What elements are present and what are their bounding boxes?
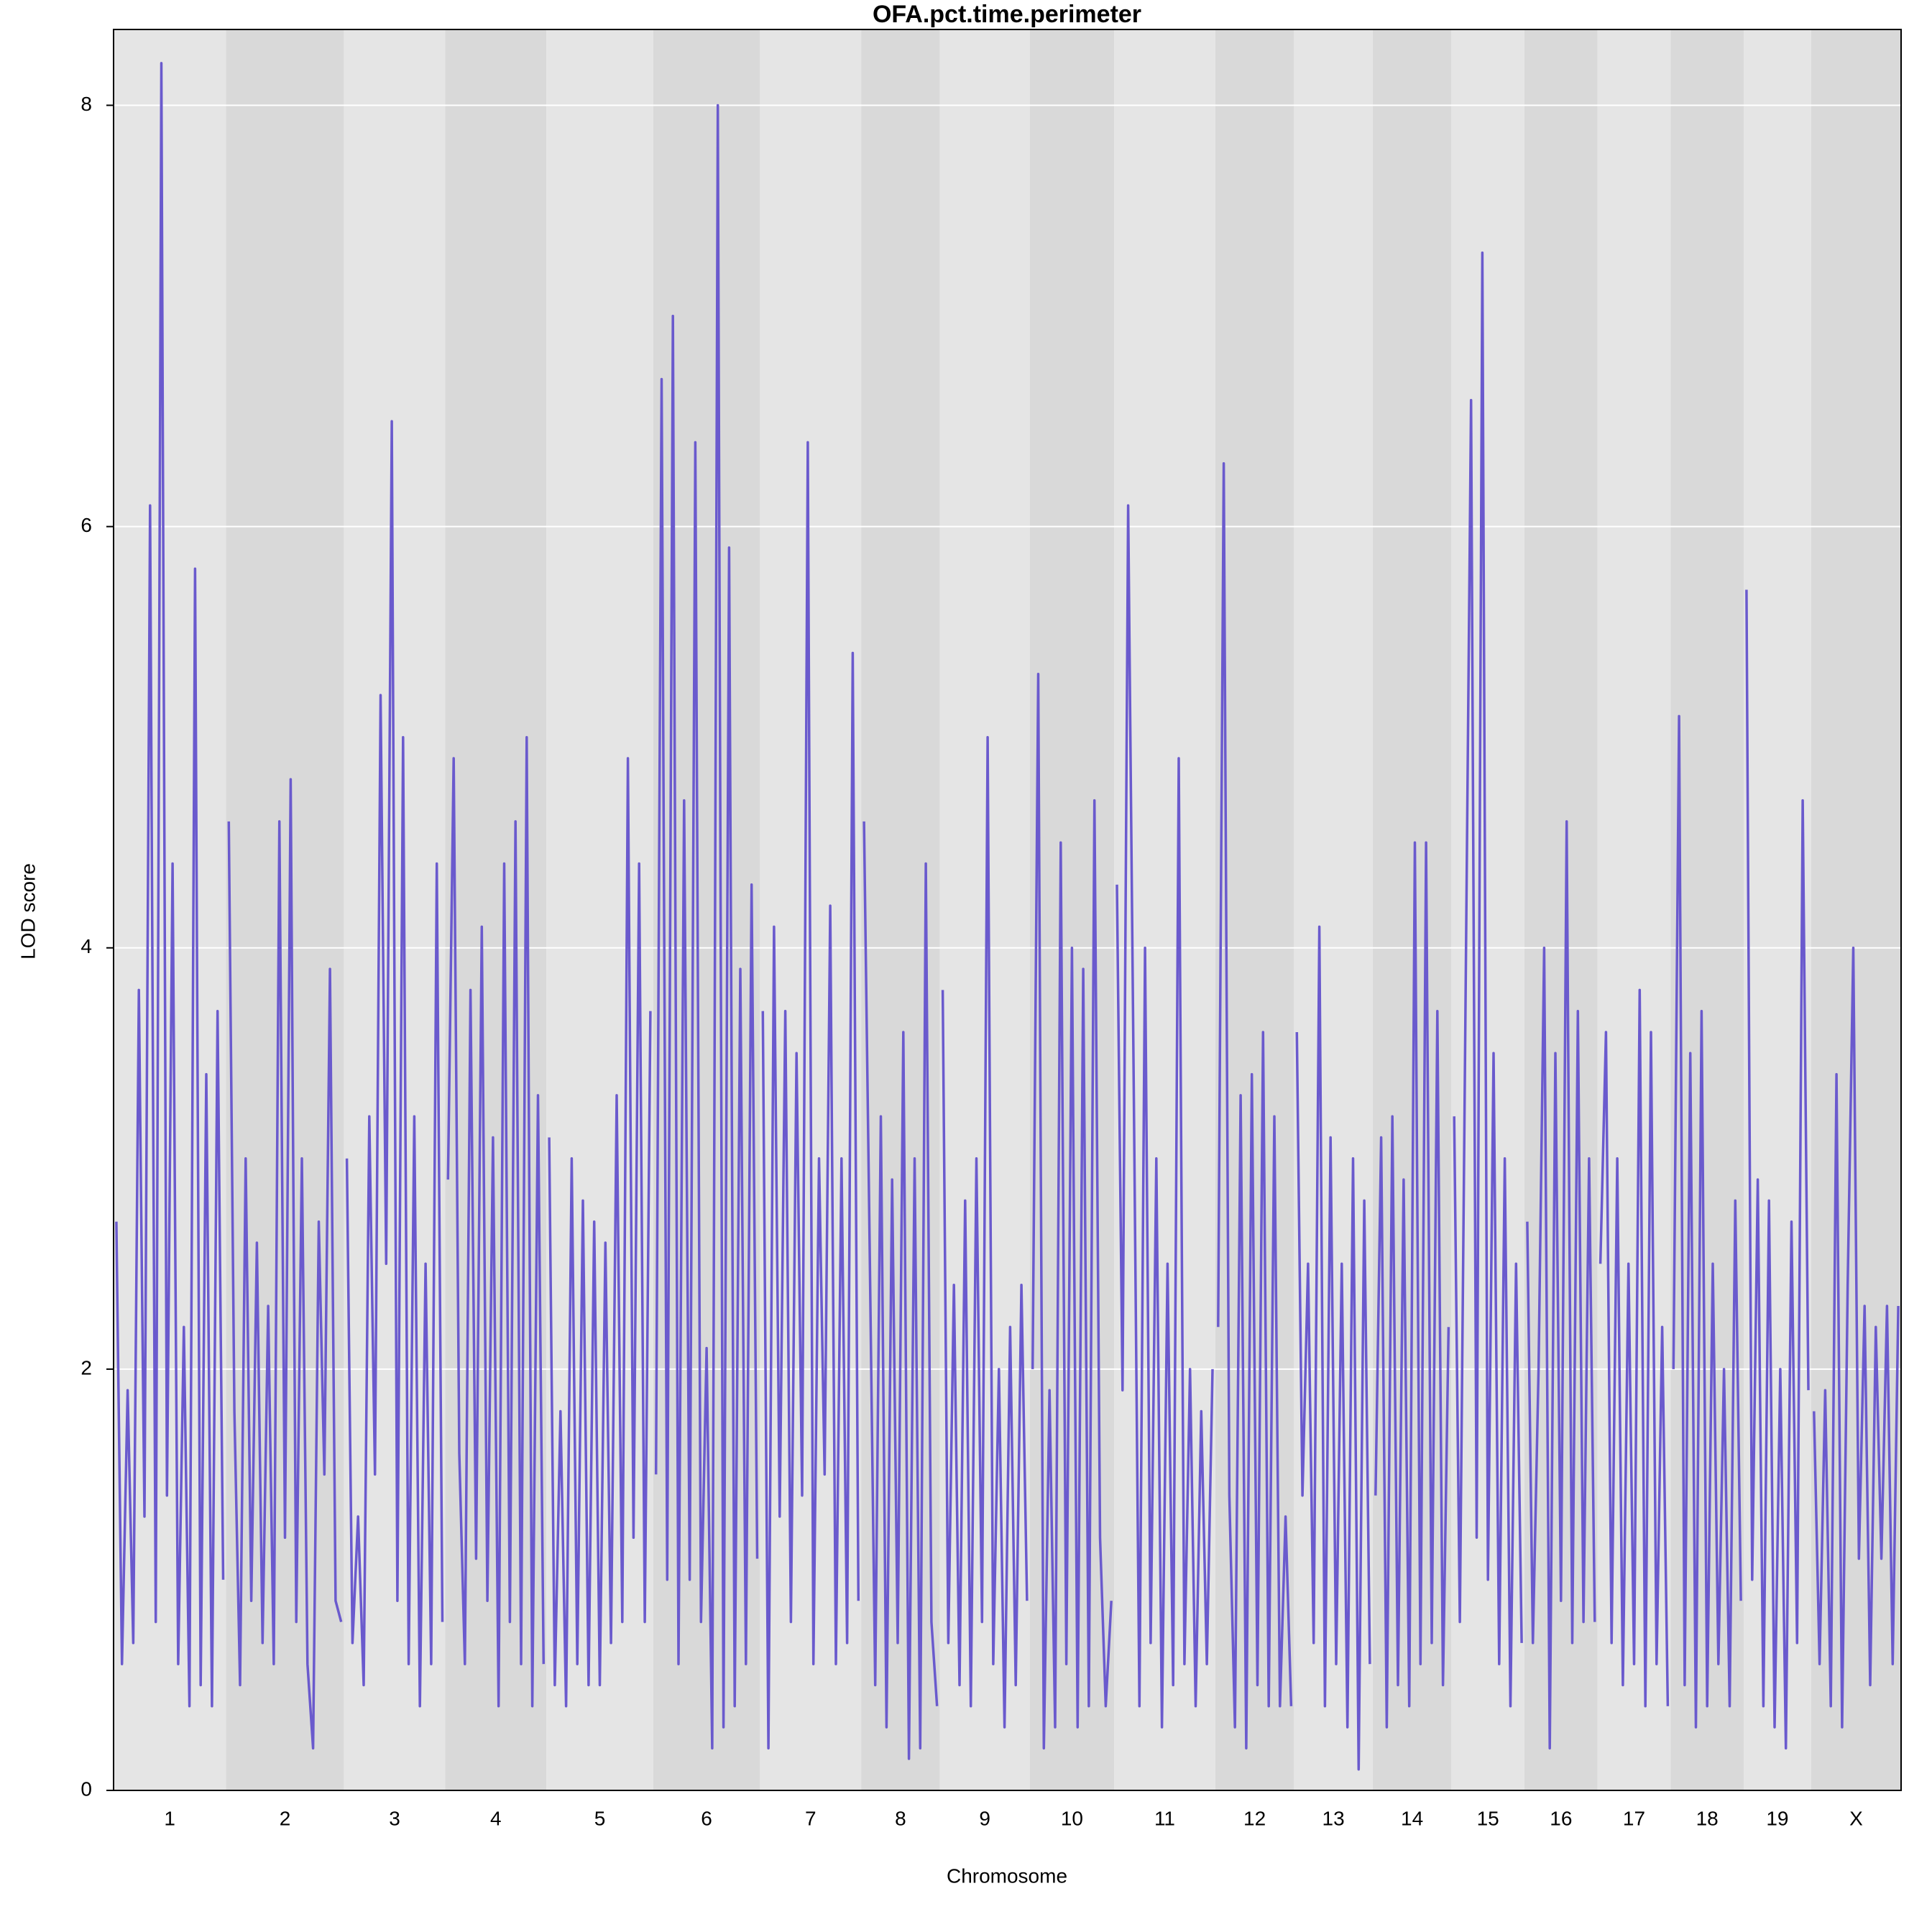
x-tick-label: 10 xyxy=(1061,1807,1083,1829)
x-tick-label: 9 xyxy=(979,1807,990,1829)
x-tick-label: 13 xyxy=(1322,1807,1345,1829)
y-tick-label: 0 xyxy=(80,1777,92,1800)
x-tick-label: 1 xyxy=(164,1807,175,1829)
y-tick-label: 2 xyxy=(80,1356,92,1379)
y-axis-label: LOD score xyxy=(17,863,39,960)
x-tick-label: 12 xyxy=(1243,1807,1266,1829)
x-tick-label: 15 xyxy=(1477,1807,1499,1829)
x-tick-label: 3 xyxy=(389,1807,400,1829)
y-tick-label: 4 xyxy=(80,935,92,957)
x-tick-label: 2 xyxy=(280,1807,291,1829)
x-tick-label: 11 xyxy=(1154,1807,1175,1829)
chart-title: OFA.pct.time.perimeter xyxy=(873,1,1141,28)
lod-line xyxy=(1295,925,1371,1771)
y-tick-label: 6 xyxy=(80,514,92,536)
lod-line xyxy=(446,735,546,1708)
lod-line xyxy=(1116,504,1214,1729)
lod-line xyxy=(1374,841,1450,1729)
lod-line xyxy=(1672,714,1742,1729)
x-tick-label: 8 xyxy=(895,1807,906,1829)
lod-line xyxy=(1217,461,1293,1750)
y-tick-label: 8 xyxy=(80,93,92,115)
x-tick-label: 6 xyxy=(701,1807,712,1829)
lod-line xyxy=(761,441,860,1750)
x-tick-label: 14 xyxy=(1401,1807,1423,1829)
x-tick-label: 17 xyxy=(1623,1807,1645,1829)
x-tick-label: X xyxy=(1849,1807,1863,1829)
x-tick-label: 16 xyxy=(1550,1807,1572,1829)
lod-line xyxy=(941,735,1029,1729)
lod-line xyxy=(1813,947,1900,1729)
x-tick-label: 19 xyxy=(1766,1807,1788,1829)
x-tick-label: 4 xyxy=(490,1807,502,1829)
lod-line xyxy=(1453,251,1523,1708)
x-axis-label: Chromosome xyxy=(947,1864,1067,1887)
lod-line xyxy=(1598,988,1670,1708)
chromosome-band xyxy=(114,29,226,1790)
lod-line xyxy=(548,757,652,1708)
chromosome-band xyxy=(1811,29,1901,1790)
lod-line xyxy=(862,821,939,1760)
x-tick-label: 5 xyxy=(594,1807,606,1829)
chromosome-band xyxy=(939,29,1030,1790)
chromosome-band xyxy=(546,29,653,1790)
x-tick-label: 18 xyxy=(1696,1807,1719,1829)
lod-line xyxy=(345,420,444,1708)
plot-frame xyxy=(113,29,1902,1791)
lod-line xyxy=(115,62,225,1708)
lod-line xyxy=(1031,673,1113,1750)
x-tick-label: 7 xyxy=(805,1807,816,1829)
lod-line xyxy=(227,778,343,1750)
lod-line xyxy=(1745,589,1810,1750)
lod-line xyxy=(654,104,759,1750)
lod-line xyxy=(1526,820,1596,1750)
